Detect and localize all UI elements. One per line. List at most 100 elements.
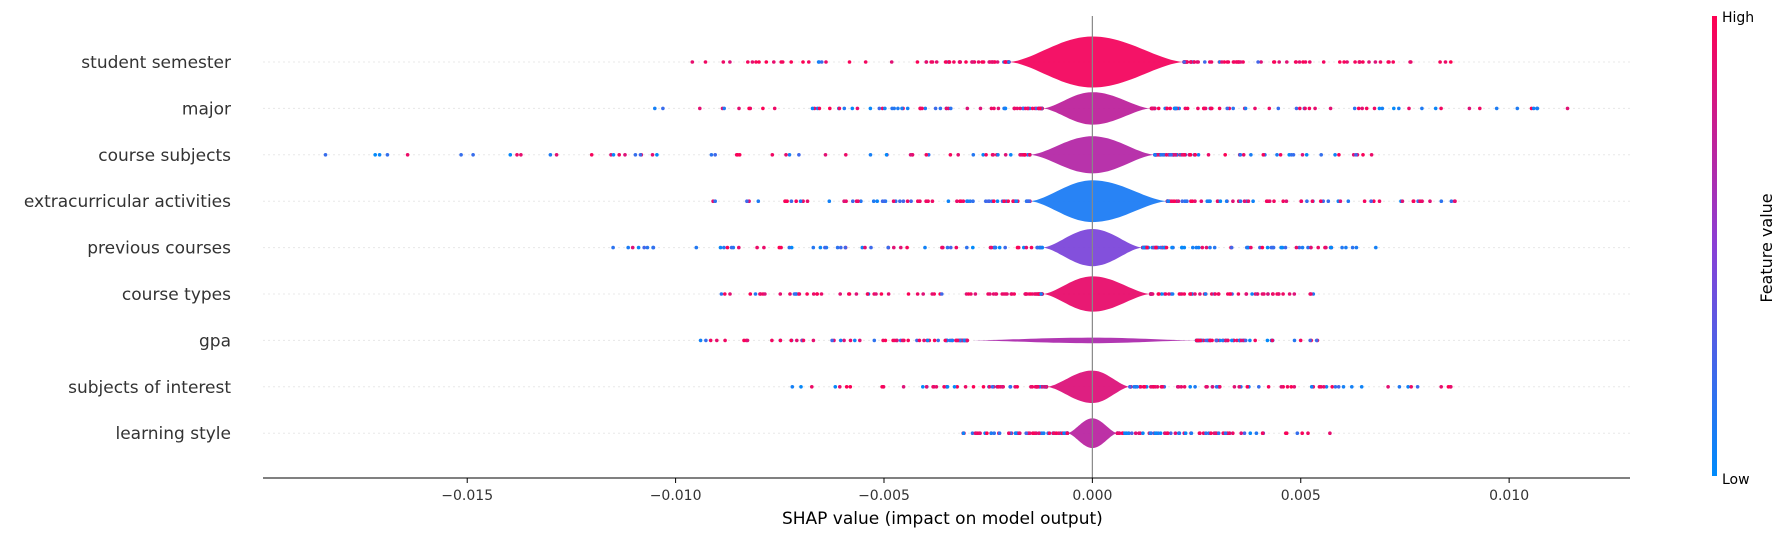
shap-point [1035,245,1040,250]
shap-point [971,199,975,203]
shap-point [1145,245,1149,250]
shap-point [651,245,656,250]
shap-point [947,60,951,64]
shap-point [1342,60,1346,64]
shap-point [810,385,814,389]
shap-point [891,199,896,203]
shap-point [1142,385,1147,389]
shap-point [1231,106,1235,111]
shap-point [713,199,717,203]
shap-point [735,153,740,157]
shap-point [1361,60,1365,64]
shap-point [981,385,986,389]
shap-point [971,245,975,250]
shap-point [1336,385,1341,389]
shap-point [1218,385,1222,389]
shap-point [1266,292,1270,296]
shap-point [1515,106,1520,111]
shap-point [1180,245,1184,250]
shap-point [609,153,613,157]
shap-point [934,60,939,64]
shap-point [949,245,953,250]
shap-point [1294,245,1299,250]
shap-point [869,245,873,250]
shap-point [855,106,860,111]
shap-point [992,245,997,250]
shap-point [1337,153,1341,157]
shap-point [1281,292,1285,296]
shap-point [1411,199,1416,203]
shap-point [949,106,953,111]
shap-point [860,245,865,250]
shap-point [1308,60,1312,64]
shap-point [1033,292,1038,296]
shap-point [1372,106,1377,111]
shap-point [856,199,860,203]
shap-point [1007,431,1011,436]
shap-point [1148,431,1152,436]
shap-point [784,199,788,203]
shap-point [1009,153,1013,157]
shap-point [859,199,863,203]
shap-point [1029,245,1034,250]
shap-point [661,106,665,111]
shap-point [471,153,475,157]
shap-point [1294,60,1298,64]
shap-point [1220,60,1224,64]
shap-point [987,385,992,389]
shap-point [1316,245,1320,250]
shap-point [1193,199,1197,203]
shap-point [900,338,905,343]
shap-point [936,338,940,343]
shap-point [970,431,975,436]
shap-point [1369,153,1374,157]
shap-point [798,199,803,203]
shap-point [1196,60,1200,64]
shap-point [764,60,769,64]
shap-point [950,338,955,343]
shap-point [723,292,727,296]
shap-point [650,153,655,157]
shap-point [1319,385,1323,389]
shap-point [1173,431,1178,436]
shap-point [991,153,995,157]
shap-point [789,338,793,343]
feature-label: previous courses [87,239,231,259]
shap-point [1307,106,1312,111]
shap-point [1215,199,1220,203]
shap-point [1253,338,1257,343]
shap-point [1176,199,1181,203]
shap-point [997,245,1002,250]
shap-point [1255,292,1260,296]
shap-point [1188,292,1193,296]
shap-point [1189,199,1193,203]
shap-point [874,292,878,296]
shap-point [1338,199,1343,203]
shap-point [1023,292,1027,296]
shap-point [839,245,843,250]
shap-point [971,385,976,389]
shap-point [754,60,758,64]
shap-point [838,385,842,389]
shap-point [1452,199,1457,203]
shap-point [753,292,758,296]
shap-point [405,153,410,157]
shap-point [965,338,970,343]
shap-point [884,153,889,157]
shap-point [992,199,996,203]
shap-point [1034,385,1039,389]
shap-point [1297,245,1302,250]
shap-point [789,60,793,64]
shap-point [755,245,759,250]
shap-point [1244,292,1249,296]
shap-point [1174,106,1178,111]
shap-point [1208,245,1212,250]
shap-point [996,385,1001,389]
shap-point [1212,245,1217,250]
shap-point [823,245,827,250]
shap-point [1397,385,1402,389]
shap-point [1248,431,1253,436]
shap-point [1243,106,1248,111]
shap-point [1201,106,1206,111]
feature-label: course subjects [98,146,231,166]
